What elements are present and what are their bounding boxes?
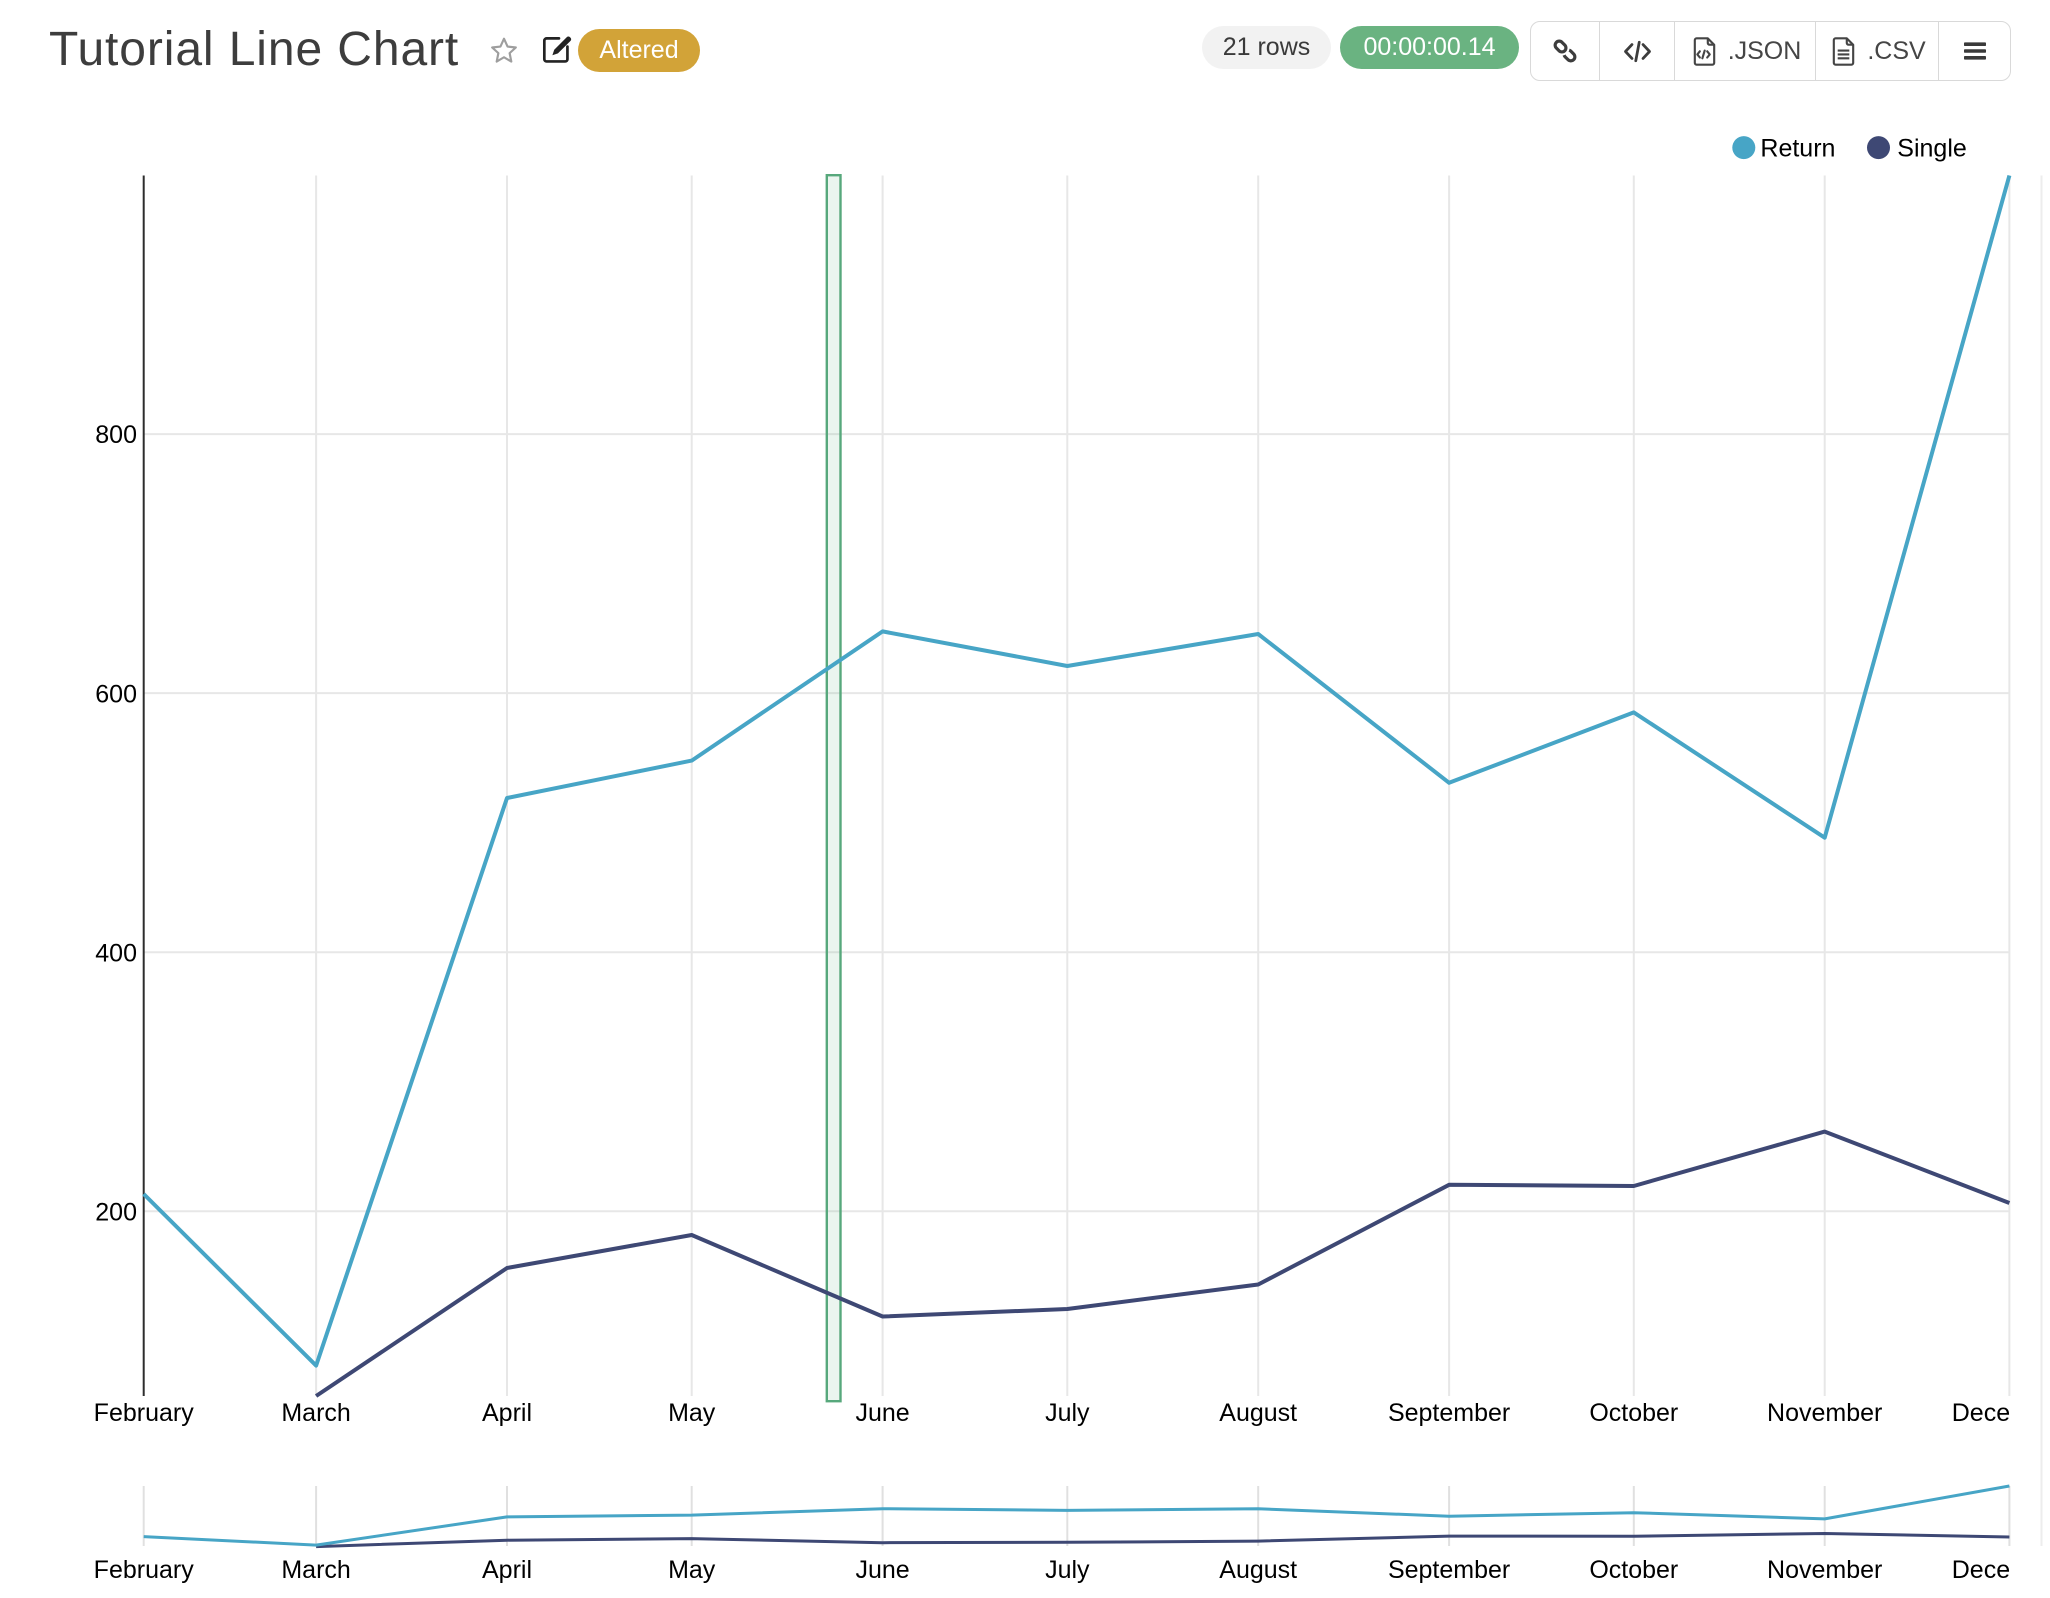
svg-text:March: March [281, 1556, 350, 1584]
svg-text:800: 800 [95, 421, 137, 449]
svg-text:September: September [1388, 1556, 1510, 1584]
svg-text:August: August [1219, 1556, 1297, 1584]
svg-text:March: March [281, 1399, 350, 1427]
svg-text:Single: Single [1897, 135, 1967, 163]
svg-text:February: February [94, 1399, 195, 1427]
svg-text:May: May [668, 1556, 716, 1584]
svg-text:June: June [855, 1399, 909, 1427]
svg-text:400: 400 [95, 939, 137, 967]
svg-text:Return: Return [1760, 135, 1835, 163]
svg-text:February: February [94, 1556, 195, 1584]
svg-text:October: October [1589, 1556, 1678, 1584]
svg-text:600: 600 [95, 680, 137, 708]
svg-text:December: December [1952, 1556, 2050, 1584]
svg-text:200: 200 [95, 1198, 137, 1226]
svg-text:July: July [1045, 1399, 1090, 1427]
svg-text:April: April [482, 1556, 532, 1584]
svg-text:November: November [1767, 1399, 1882, 1427]
svg-text:June: June [855, 1556, 909, 1584]
svg-text:October: October [1589, 1399, 1678, 1427]
svg-text:April: April [482, 1399, 532, 1427]
svg-text:November: November [1767, 1556, 1882, 1584]
svg-text:May: May [668, 1399, 716, 1427]
svg-text:December: December [1952, 1399, 2050, 1427]
svg-text:August: August [1219, 1399, 1297, 1427]
svg-text:September: September [1388, 1399, 1510, 1427]
svg-text:July: July [1045, 1556, 1090, 1584]
